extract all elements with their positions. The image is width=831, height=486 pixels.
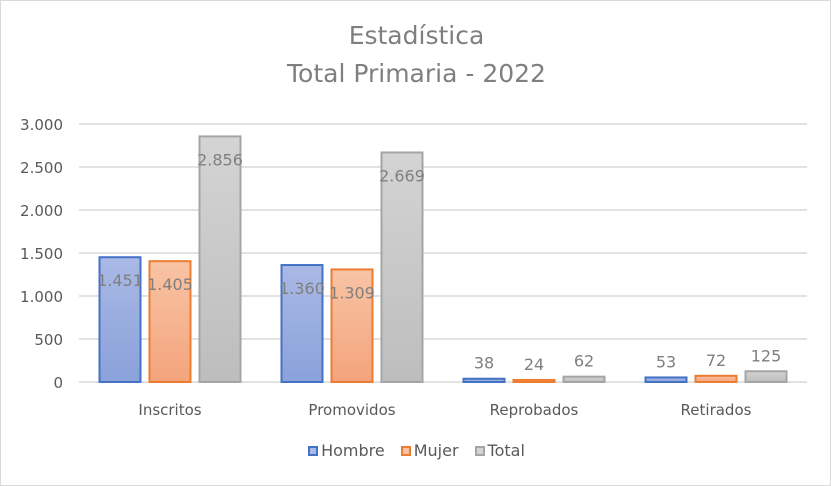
data-label: 72 [706,351,726,370]
legend-swatch-mujer [400,445,411,456]
bar-mujer-promovidos [330,268,374,383]
y-tick-label: 1.000 [20,288,63,306]
legend-item-mujer: Mujer [400,441,459,460]
data-label: 24 [524,355,544,374]
legend-swatch-hombre [308,445,319,456]
x-category-label: Retirados [681,401,752,419]
y-tick-label: 3.000 [20,116,63,134]
chart-title-line2: Total Primaria - 2022 [287,59,546,88]
legend-swatch-total [474,445,485,456]
data-label: 62 [574,352,594,371]
bar-total-retirados [744,370,788,383]
x-category-label: Promovidos [308,401,395,419]
y-tick-label: 2.500 [20,159,63,177]
legend-label: Total [487,441,525,460]
data-label: 2.856 [197,150,243,169]
data-label: 1.405 [147,275,193,294]
x-category-label: Reprobados [490,401,579,419]
bar-total-promovidos [380,151,424,383]
y-tick-label: 500 [34,331,63,349]
bar-mujer-reprobados [512,378,556,384]
bar-hombre-reprobados [462,377,506,383]
data-label: 1.309 [329,283,375,302]
data-label: 38 [474,354,494,373]
legend: Hombre Mujer Total [1,441,830,460]
bar-hombre-inscritos [98,256,142,383]
y-tick-label: 1.500 [20,245,63,263]
legend-item-total: Total [474,441,525,460]
bar-total-reprobados [562,375,606,383]
legend-item-hombre: Hombre [308,441,385,460]
data-label: 1.360 [279,279,325,298]
bar-total-inscritos [198,135,242,383]
bar-hombre-promovidos [280,264,324,384]
bar-mujer-inscritos [148,260,192,384]
data-label: 125 [751,346,782,365]
data-label: 1.451 [97,271,143,290]
y-tick-label: 0 [53,374,63,392]
bar-hombre-retirados [644,376,688,383]
data-label: 2.669 [379,166,425,185]
y-tick-label: 2.000 [20,202,63,220]
chart-title-line1: Estadística [348,21,485,50]
legend-label: Mujer [413,441,459,460]
legend-label: Hombre [321,441,385,460]
x-category-label: Inscritos [138,401,201,419]
data-label: 53 [656,352,676,371]
bar-mujer-retirados [694,374,738,384]
